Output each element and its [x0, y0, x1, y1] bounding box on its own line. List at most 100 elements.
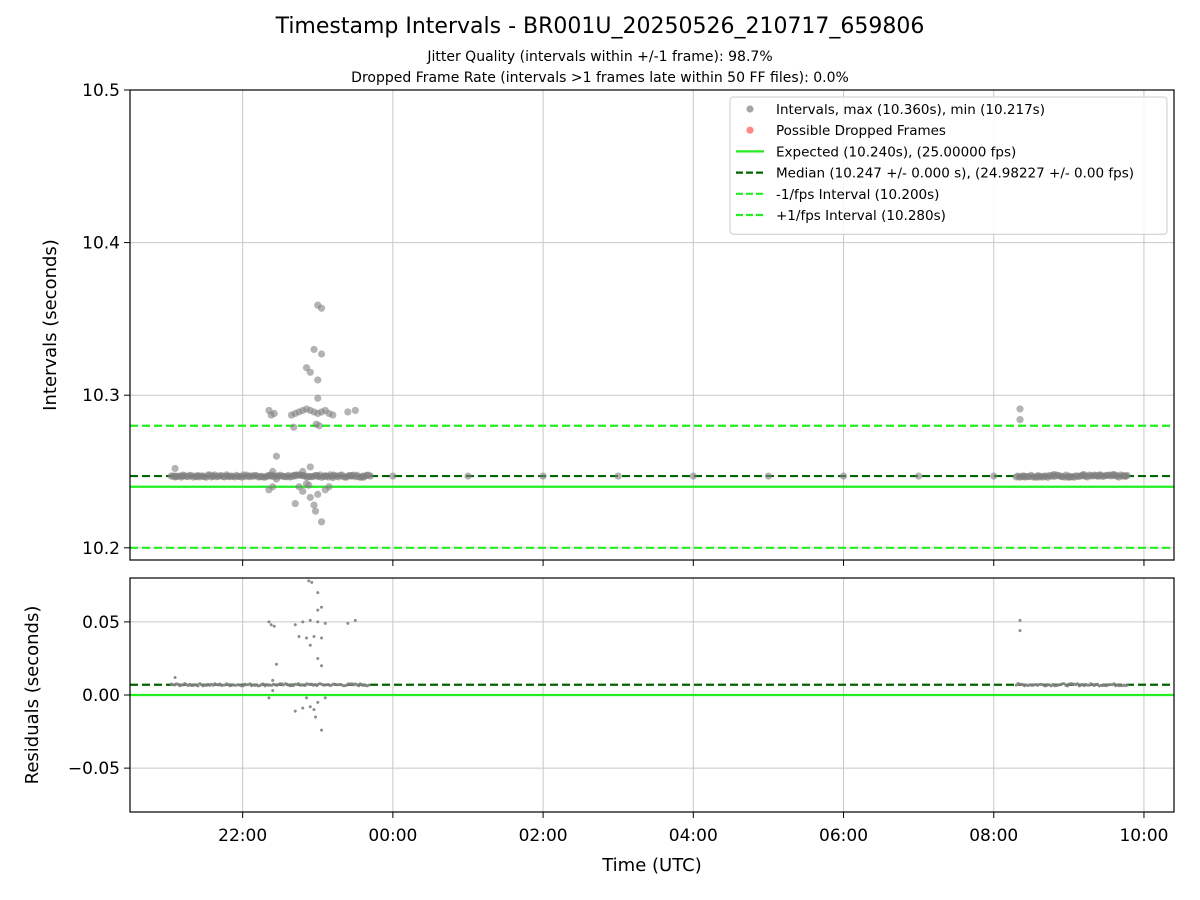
data-point — [367, 683, 371, 687]
data-point — [329, 411, 337, 419]
data-point — [306, 493, 314, 502]
data-point — [325, 483, 333, 491]
data-point — [267, 696, 271, 700]
data-point — [915, 472, 923, 480]
dropped-subtitle: Dropped Frame Rate (intervals >1 frames … — [351, 70, 849, 86]
data-point — [314, 472, 322, 480]
data-point — [317, 350, 326, 358]
data-point — [1125, 683, 1129, 687]
y-tick-label: 10.5 — [82, 81, 120, 101]
data-point — [271, 689, 275, 693]
data-point — [1035, 472, 1043, 480]
data-point — [1020, 472, 1028, 480]
legend-entry: Median (10.247 +/- 0.000 s), (24.98227 +… — [776, 166, 1134, 182]
data-point — [1066, 684, 1070, 688]
x-tick-label: 08:00 — [969, 826, 1018, 846]
plot-frame — [129, 89, 1175, 561]
data-point — [178, 472, 187, 480]
data-point — [316, 700, 320, 704]
data-point — [311, 507, 320, 515]
data-point — [291, 472, 299, 480]
data-point — [314, 394, 322, 402]
legend-marker — [746, 105, 754, 113]
x-tick-label: 02:00 — [519, 826, 568, 846]
data-point — [314, 376, 322, 384]
data-point — [1080, 470, 1088, 479]
legend-entry: Possible Dropped Frames — [776, 123, 946, 139]
data-point — [308, 618, 312, 622]
data-point — [306, 368, 314, 376]
data-point — [209, 472, 217, 480]
data-point — [329, 473, 337, 482]
data-point — [312, 708, 316, 712]
data-point — [316, 620, 320, 624]
data-point — [317, 304, 326, 312]
data-point — [310, 345, 318, 354]
data-point — [305, 636, 309, 640]
data-point — [272, 452, 281, 460]
legend-box — [729, 96, 1168, 235]
data-point — [320, 636, 324, 640]
legend-entry: Intervals, max (10.360s), min (10.217s) — [776, 102, 1045, 118]
data-point — [308, 705, 312, 709]
data-point — [321, 472, 329, 480]
data-point — [1076, 682, 1080, 686]
data-point — [614, 472, 622, 480]
data-point — [316, 656, 320, 660]
data-point — [346, 621, 350, 625]
chart-title: Timestamp Intervals - BR001U_20250526_21… — [275, 14, 925, 39]
data-point — [293, 709, 297, 713]
data-point — [990, 472, 998, 480]
data-point — [271, 678, 275, 682]
x-tick-label: 10:00 — [1119, 826, 1168, 846]
data-point — [1065, 472, 1073, 480]
data-point — [344, 408, 352, 416]
data-point — [310, 580, 314, 584]
data-point — [764, 472, 773, 480]
data-point — [320, 605, 324, 609]
data-point — [1018, 618, 1022, 622]
y-tick-label: −0.05 — [68, 759, 120, 779]
data-point — [299, 487, 307, 495]
data-point — [464, 472, 472, 480]
data-point — [270, 409, 278, 418]
x-tick-label: 04:00 — [669, 826, 718, 846]
y-tick-label: 10.2 — [82, 539, 120, 559]
data-point — [316, 608, 320, 612]
data-point — [305, 696, 309, 700]
data-point — [269, 623, 273, 627]
data-point — [389, 472, 397, 480]
data-point — [196, 684, 200, 688]
data-point — [269, 467, 277, 476]
legend-entry: -1/fps Interval (10.200s) — [776, 187, 939, 203]
data-point — [291, 499, 299, 508]
data-point — [301, 620, 305, 624]
data-point — [1095, 472, 1103, 480]
y-tick-label: 0.00 — [82, 686, 120, 706]
data-point — [308, 643, 312, 647]
data-point — [315, 422, 323, 430]
y-axis-label: Intervals (seconds) — [40, 239, 61, 411]
data-point — [293, 623, 297, 627]
jitter-subtitle: Jitter Quality (intervals within +/-1 fr… — [427, 49, 773, 65]
data-point — [1018, 629, 1022, 633]
data-point — [297, 635, 301, 638]
data-point — [171, 464, 179, 473]
data-point — [1121, 472, 1129, 480]
data-point — [316, 591, 320, 595]
data-point — [1016, 405, 1024, 413]
data-point — [312, 635, 316, 638]
data-point — [193, 472, 202, 480]
data-point — [274, 662, 278, 666]
y-tick-label: 0.05 — [82, 613, 120, 633]
data-point — [320, 664, 324, 668]
data-point — [359, 472, 367, 480]
legend-entry: Expected (10.240s), (25.00000 fps) — [776, 144, 1016, 160]
data-point — [314, 715, 318, 719]
data-point — [1050, 470, 1058, 479]
x-tick-label: 06:00 — [819, 826, 868, 846]
data-point — [272, 624, 276, 628]
data-point — [173, 683, 177, 687]
data-point — [1110, 470, 1118, 479]
